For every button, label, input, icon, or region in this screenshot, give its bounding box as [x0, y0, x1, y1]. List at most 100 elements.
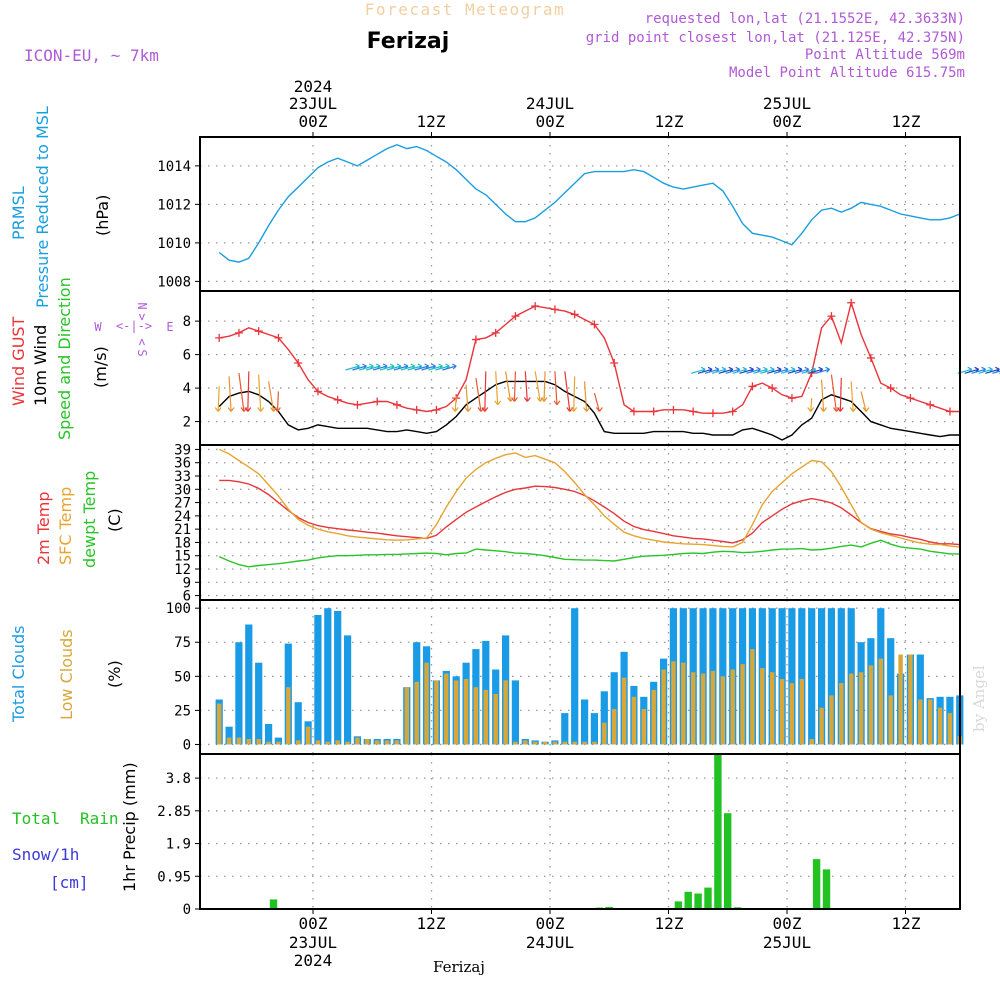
low-clouds-label: Low Clouds — [57, 629, 76, 720]
gust-marker — [294, 358, 303, 367]
snow-label: Snow/1h — [12, 845, 79, 864]
bottom-hour-label: 12Z — [417, 914, 446, 933]
gust-marker — [392, 400, 401, 409]
wind-direction-arrow — [510, 371, 518, 402]
precip-bar — [694, 893, 702, 909]
compass-arrow-up: > — [135, 313, 149, 320]
gust-marker — [629, 407, 638, 416]
y-tick-label: 27 — [174, 496, 191, 512]
wind-direction-arrow — [534, 371, 544, 402]
temp-2m-label: 2m Temp — [34, 492, 53, 566]
low-cloud-bar — [592, 741, 597, 745]
pressure-panel-labels: PRMSL Pressure Reduced to MSL (hPa) — [9, 106, 112, 308]
low-cloud-bar — [217, 703, 222, 745]
total-cloud-bar — [294, 702, 302, 745]
low-cloud-bar — [888, 695, 893, 745]
low-cloud-bar — [325, 741, 330, 745]
low-cloud-bar — [878, 658, 883, 745]
low-cloud-bar — [503, 680, 508, 745]
low-cloud-bar — [315, 740, 321, 745]
clouds-panel-frame — [199, 599, 961, 755]
low-cloud-bar — [365, 739, 370, 745]
top-hour-label: 12Z — [417, 112, 446, 131]
gust-marker — [748, 382, 757, 391]
y-tick-label: 0 — [183, 737, 191, 753]
low-cloud-bar — [434, 680, 439, 745]
precip-bar — [704, 887, 712, 909]
gust-marker — [649, 407, 658, 416]
total-cloud-bar — [274, 737, 282, 745]
top-hour-label: 00Z — [773, 112, 802, 131]
wind-direction-arrow — [553, 371, 561, 406]
compass-west: W — [94, 320, 102, 334]
compass-arrow-down: < — [135, 338, 149, 345]
precip-bar — [724, 813, 732, 909]
low-cloud-bar — [276, 741, 281, 745]
y-tick-label: 15 — [174, 549, 191, 565]
precip-panel-labels: Total Rain Snow/1h [cm] 1hr Precip (mm) — [12, 762, 139, 892]
series-line-prmsl — [218, 143, 961, 263]
y-tick-label: 0.95 — [157, 869, 191, 885]
total-cloud-bar — [314, 615, 322, 745]
wind-direction-arrow — [583, 381, 591, 412]
gust-marker — [945, 407, 954, 416]
wind-direction-arrow — [273, 391, 281, 412]
wind-direction-arrow — [540, 371, 548, 402]
series-line-dewpt-temp — [218, 539, 960, 568]
y-tick-label: 1014 — [157, 159, 191, 175]
total-cloud-bar — [255, 662, 263, 745]
y-tick-label: 4 — [183, 381, 191, 397]
low-cloud-bar — [908, 654, 913, 745]
total-cloud-bar — [837, 608, 845, 745]
y-tick-label: 2.85 — [157, 804, 191, 820]
low-cloud-bar — [947, 713, 953, 745]
y-tick-label: 6 — [183, 589, 191, 605]
low-cloud-bar — [404, 687, 409, 745]
bottom-date-label: 24JUL — [526, 933, 574, 952]
y-tick-label: 100 — [166, 601, 191, 617]
total-cloud-bar — [344, 635, 352, 745]
y-tick-label: 39 — [174, 442, 191, 458]
y-tick-label: 75 — [174, 635, 191, 651]
gust-marker — [669, 405, 678, 414]
wind-gust-label: Wind GUST — [9, 316, 28, 406]
low-cloud-bar — [750, 649, 755, 745]
low-cloud-bar — [296, 740, 301, 745]
clouds-panel-labels: Total Clouds Low Clouds (%) — [9, 626, 124, 724]
low-cloud-bar — [483, 689, 488, 745]
wind-direction-arrow — [504, 371, 515, 402]
low-cloud-bar — [523, 740, 528, 745]
y-tick-label: 30 — [174, 482, 191, 498]
total-cloud-bar — [827, 608, 835, 745]
low-cloud-bar — [394, 740, 400, 745]
total-cloud-bar — [334, 610, 342, 745]
gust-marker — [274, 333, 283, 342]
wind-direction-arrow — [807, 398, 815, 412]
model-label: ICON-EU, ~ 7km — [24, 46, 159, 65]
low-cloud-bar — [799, 679, 804, 745]
chart-plot-layers: 1008101010121014246869121518212427303336… — [157, 132, 1000, 918]
bottom-year-label: 2024 — [294, 951, 333, 970]
gust-marker — [906, 394, 915, 403]
requested-coords: requested lon,lat (21.1552E, 42.3633N) — [645, 11, 965, 27]
temperature-panel-frame — [199, 444, 961, 601]
low-cloud-bar — [256, 739, 261, 745]
low-cloud-bar — [789, 683, 795, 745]
low-cloud-bar — [375, 740, 380, 745]
low-cloud-bar — [641, 709, 646, 745]
precip-panel-frame — [199, 753, 961, 910]
bottom-hour-label: 00Z — [299, 914, 328, 933]
wind-direction-arrow — [860, 391, 870, 412]
wind-direction-arrow — [442, 363, 457, 371]
temp-unit: (C) — [105, 508, 124, 532]
low-cloud-bar — [612, 709, 617, 745]
wind-direction-arrow — [244, 371, 252, 412]
low-cloud-bar — [898, 654, 903, 745]
wind-direction-arrow — [992, 370, 1000, 374]
low-cloud-bar — [691, 672, 696, 745]
y-tick-label: 36 — [174, 456, 191, 472]
low-cloud-bar — [305, 726, 311, 745]
low-cloud-bar — [858, 672, 864, 745]
wind-direction-arrow — [494, 371, 502, 406]
